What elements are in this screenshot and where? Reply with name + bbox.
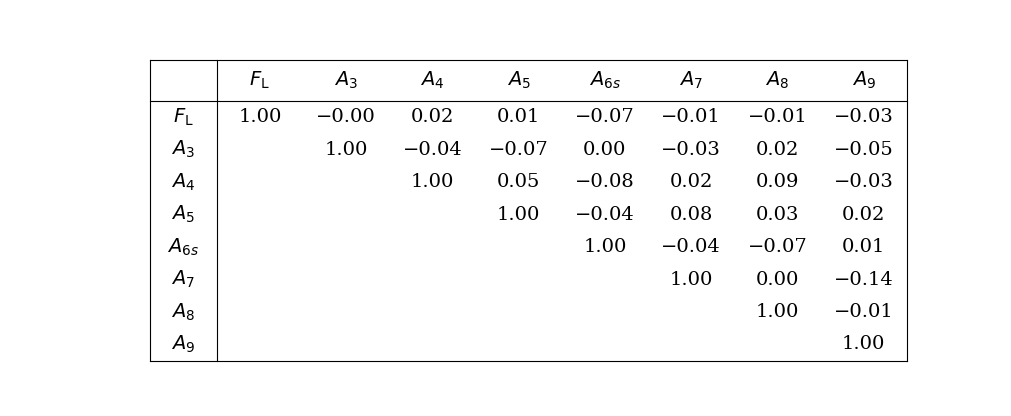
Text: $A_5$: $A_5$ — [171, 204, 195, 225]
Text: 0.01: 0.01 — [496, 109, 540, 126]
Text: 1.00: 1.00 — [410, 173, 454, 191]
Text: $A_{6s}$: $A_{6s}$ — [588, 70, 620, 91]
Text: 1.00: 1.00 — [496, 206, 540, 224]
Text: $A_9$: $A_9$ — [851, 70, 875, 91]
Text: $A_4$: $A_4$ — [420, 70, 444, 91]
Text: $A_7$: $A_7$ — [171, 269, 195, 290]
Text: 0.05: 0.05 — [496, 173, 540, 191]
Text: 0.02: 0.02 — [669, 173, 712, 191]
Text: −0.14: −0.14 — [833, 270, 893, 289]
Text: $A_4$: $A_4$ — [171, 172, 195, 193]
Text: 0.01: 0.01 — [841, 238, 885, 256]
Text: −0.07: −0.07 — [488, 141, 548, 159]
Text: −0.05: −0.05 — [833, 141, 893, 159]
Text: −0.01: −0.01 — [833, 303, 893, 321]
Text: 0.02: 0.02 — [755, 141, 799, 159]
Text: 1.00: 1.00 — [238, 109, 281, 126]
Text: −0.03: −0.03 — [833, 173, 893, 191]
Text: −0.04: −0.04 — [402, 141, 462, 159]
Text: 1.00: 1.00 — [755, 303, 799, 321]
Text: −0.07: −0.07 — [747, 238, 807, 256]
Text: $F_{\mathrm{L}}$: $F_{\mathrm{L}}$ — [250, 70, 270, 91]
Text: −0.00: −0.00 — [315, 109, 376, 126]
Text: −0.04: −0.04 — [660, 238, 721, 256]
Text: $A_7$: $A_7$ — [678, 70, 703, 91]
Text: 0.09: 0.09 — [755, 173, 799, 191]
Text: 0.02: 0.02 — [410, 109, 454, 126]
Text: $A_{6s}$: $A_{6s}$ — [167, 236, 199, 258]
Text: 1.00: 1.00 — [841, 335, 885, 354]
Text: 0.00: 0.00 — [755, 270, 799, 289]
Text: 0.08: 0.08 — [669, 206, 712, 224]
Text: $A_5$: $A_5$ — [507, 70, 530, 91]
Text: −0.01: −0.01 — [747, 109, 807, 126]
Text: −0.07: −0.07 — [574, 109, 634, 126]
Text: $A_3$: $A_3$ — [334, 70, 358, 91]
Text: $A_8$: $A_8$ — [171, 301, 195, 323]
Text: 0.02: 0.02 — [841, 206, 885, 224]
Text: −0.01: −0.01 — [660, 109, 721, 126]
Text: $A_9$: $A_9$ — [171, 334, 195, 355]
Text: 1.00: 1.00 — [582, 238, 626, 256]
Text: 1.00: 1.00 — [669, 270, 712, 289]
Text: −0.03: −0.03 — [833, 109, 893, 126]
Text: −0.08: −0.08 — [574, 173, 634, 191]
Text: $A_8$: $A_8$ — [764, 70, 789, 91]
Text: −0.04: −0.04 — [574, 206, 634, 224]
Text: 0.03: 0.03 — [755, 206, 799, 224]
Text: $F_{\mathrm{L}}$: $F_{\mathrm{L}}$ — [173, 107, 193, 128]
Text: 1.00: 1.00 — [325, 141, 367, 159]
Text: 0.00: 0.00 — [582, 141, 626, 159]
Text: −0.03: −0.03 — [660, 141, 721, 159]
Text: $A_3$: $A_3$ — [171, 139, 195, 161]
